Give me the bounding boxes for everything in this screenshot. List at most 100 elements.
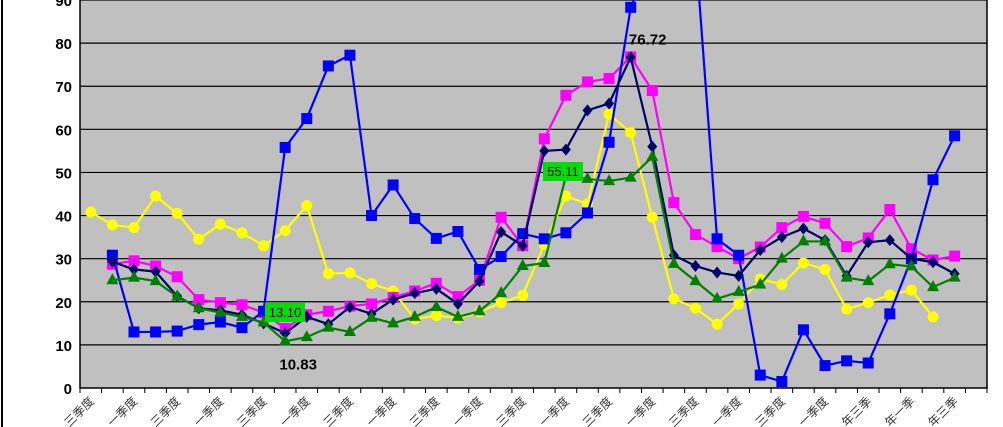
- x-tick-label: 三季度: [752, 394, 788, 427]
- data-point-circle: [625, 127, 637, 139]
- data-point-circle: [128, 222, 140, 234]
- data-point-triangle: [149, 274, 162, 286]
- x-tick-label: 三季度: [666, 394, 702, 427]
- data-point-square: [322, 305, 334, 317]
- data-point-triangle: [732, 284, 745, 296]
- data-point-circle: [560, 190, 572, 202]
- data-point-square: [625, 1, 637, 13]
- data-point-diamond: [539, 144, 550, 157]
- data-point-square: [689, 229, 701, 241]
- data-point-circle: [603, 108, 615, 120]
- data-point-square: [603, 72, 615, 84]
- data-point-square: [495, 211, 507, 223]
- data-point-square: [366, 210, 378, 222]
- data-point-triangle: [538, 255, 551, 267]
- data-point-triangle: [451, 309, 464, 321]
- data-point-diamond: [863, 236, 874, 249]
- data-point-circle: [841, 303, 853, 315]
- data-point-triangle: [387, 316, 400, 328]
- data-point-square: [862, 357, 874, 369]
- data-point-square: [366, 298, 378, 310]
- gridlines: [80, 0, 987, 346]
- data-point-triangle: [581, 171, 594, 183]
- data-point-square: [409, 213, 421, 225]
- data-point-square: [819, 217, 831, 229]
- annotations: 76.72 10.83 13.10 55.11: [265, 31, 666, 373]
- series-circle-0: [85, 108, 939, 330]
- data-point-square: [430, 232, 442, 244]
- data-point-triangle: [905, 259, 918, 271]
- x-tick-label: 一季度: [277, 394, 313, 427]
- data-point-triangle: [948, 270, 961, 282]
- x-tick-label: 一季度: [363, 394, 399, 427]
- y-tick-label: 80: [55, 36, 72, 53]
- data-point-triangle: [840, 270, 853, 282]
- data-point-square: [538, 133, 550, 145]
- data-point-triangle: [516, 258, 529, 270]
- data-point-circle: [171, 207, 183, 219]
- data-point-square: [474, 263, 486, 275]
- data-point-square: [560, 227, 572, 239]
- data-point-triangle: [495, 286, 508, 298]
- data-point-square: [538, 233, 550, 245]
- data-point-square: [452, 291, 464, 303]
- data-point-circle: [646, 211, 658, 223]
- y-tick-label: 60: [55, 122, 72, 139]
- data-point-square: [841, 241, 853, 253]
- data-point-square: [214, 316, 226, 328]
- data-point-square: [711, 233, 723, 245]
- data-point-triangle: [624, 170, 637, 182]
- data-point-diamond: [582, 104, 593, 117]
- data-point-square: [603, 136, 615, 148]
- data-point-diamond: [928, 256, 939, 269]
- data-point-square: [776, 222, 788, 234]
- data-point-triangle: [300, 330, 313, 342]
- data-point-square: [128, 255, 140, 267]
- x-tick-label: 一季度: [622, 394, 658, 427]
- data-point-diamond: [776, 231, 787, 244]
- data-point-square: [193, 319, 205, 331]
- data-point-circle: [862, 297, 874, 309]
- data-point-triangle: [192, 301, 205, 313]
- data-point-square: [495, 251, 507, 263]
- data-point-triangle: [862, 274, 875, 286]
- data-point-square: [258, 305, 270, 317]
- data-point-square: [150, 326, 162, 338]
- data-point-diamond: [733, 269, 744, 282]
- x-tick-label: 年一季: [882, 394, 917, 427]
- data-point-diamond: [884, 234, 895, 247]
- data-point-circle: [236, 227, 248, 239]
- data-point-circle: [193, 233, 205, 245]
- data-point-triangle: [689, 274, 702, 286]
- data-point-triangle: [711, 291, 724, 303]
- data-point-square: [733, 249, 745, 261]
- data-point-diamond: [409, 287, 420, 300]
- data-point-diamond: [150, 265, 161, 278]
- data-point-triangle: [343, 324, 356, 336]
- y-axis: 0 10 20 30 40 50 60 70 80 90: [55, 0, 72, 398]
- data-point-square: [214, 297, 226, 309]
- x-tick-label: 一季度: [104, 394, 140, 427]
- data-point-diamond: [496, 225, 507, 238]
- series-line: [90, 112, 934, 326]
- data-point-circle: [366, 278, 378, 290]
- data-point-circle: [495, 297, 507, 309]
- series-square-2: [106, 0, 961, 388]
- data-point-triangle: [603, 174, 616, 186]
- x-tick-label: 三季度: [234, 394, 270, 427]
- y-tick-label: 70: [55, 79, 72, 96]
- data-point-diamond: [431, 282, 442, 295]
- data-point-diamond: [625, 51, 636, 64]
- data-point-circle: [301, 200, 313, 212]
- data-point-square: [797, 324, 809, 336]
- y-tick-label: 40: [55, 209, 72, 226]
- y-tick-label: 50: [55, 165, 72, 182]
- y-tick-label: 90: [55, 0, 72, 10]
- data-point-circle: [322, 268, 334, 280]
- data-point-square: [301, 113, 313, 125]
- data-point-circle: [927, 311, 939, 323]
- data-point-square: [236, 299, 248, 311]
- data-point-square: [797, 210, 809, 222]
- data-point-triangle: [408, 309, 421, 321]
